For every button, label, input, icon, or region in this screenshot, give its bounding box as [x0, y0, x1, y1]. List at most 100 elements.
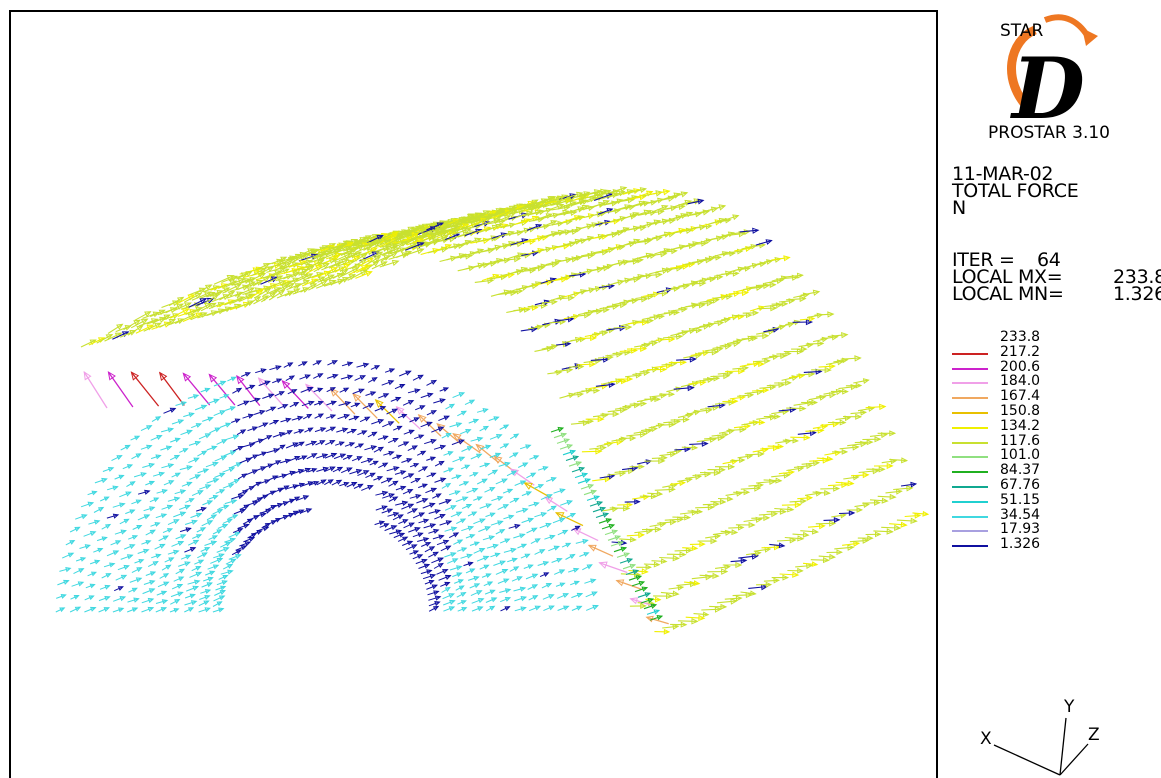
force-vector: [571, 525, 581, 531]
force-vector: [325, 414, 337, 419]
force-vector: [380, 251, 399, 262]
force-vector: [145, 571, 157, 577]
force-vector: [397, 413, 408, 419]
force-vector: [291, 254, 307, 264]
legend-swatch: [952, 382, 988, 385]
force-vector: [300, 283, 318, 293]
force-vector: [69, 526, 81, 533]
force-vector: [378, 393, 390, 399]
force-vector: [404, 242, 425, 251]
force-vector: [570, 289, 588, 296]
force-vector: [339, 274, 356, 283]
force-vector: [218, 575, 229, 580]
force-vector: [470, 436, 484, 442]
force-vector: [774, 506, 795, 513]
force-vector: [640, 597, 655, 604]
legend-value: 101.0: [1000, 447, 1041, 464]
z-axis-label: Z: [1088, 725, 1100, 745]
legend-row: 84.37: [952, 463, 1152, 478]
force-vector: [433, 444, 447, 450]
force-vector: [122, 464, 134, 470]
force-vector: [409, 462, 420, 468]
force-vector: [440, 581, 451, 587]
force-vector: [173, 511, 187, 518]
force-vector: [402, 400, 415, 406]
force-vector: [200, 589, 212, 594]
force-vector: [595, 512, 610, 519]
force-vector: [597, 354, 614, 361]
force-vector: [382, 231, 400, 241]
force-vector: [707, 402, 726, 409]
force-vector: [896, 517, 918, 525]
force-vector: [439, 387, 450, 392]
force-vector: [479, 462, 491, 468]
force-vector: [163, 407, 177, 414]
force-vector: [541, 299, 558, 306]
force-vector: [444, 552, 457, 558]
force-vector: [257, 451, 268, 457]
force-vector: [583, 489, 598, 496]
force-vector: [365, 472, 376, 479]
force-vector: [776, 537, 797, 544]
force-vector: [427, 590, 440, 596]
force-vector: [673, 384, 695, 392]
force-vector: [403, 429, 415, 435]
force-vector: [639, 493, 658, 500]
legend-value: 34.54: [1000, 506, 1041, 523]
graphics-viewport[interactable]: [9, 10, 938, 778]
force-vector: [238, 490, 249, 495]
force-vector: [502, 488, 514, 494]
force-vector: [210, 557, 224, 564]
force-vector: [791, 346, 808, 352]
force-vector: [379, 259, 400, 268]
force-vector: [140, 425, 153, 432]
force-vector: [820, 485, 841, 492]
legend-value: 1.326: [1000, 536, 1041, 553]
force-vector: [827, 481, 849, 489]
force-vector: [390, 396, 402, 402]
force-vector: [649, 313, 666, 320]
force-vector: [519, 444, 532, 450]
force-vector: [466, 487, 479, 494]
force-vector: [237, 473, 248, 480]
unit-label: N: [952, 197, 966, 219]
force-vector: [748, 583, 769, 591]
force-vector: [470, 453, 483, 460]
force-vector: [670, 416, 690, 423]
force-vector: [444, 228, 461, 237]
force-vector: [179, 504, 191, 510]
force-vector: [398, 237, 419, 248]
force-vector: [179, 448, 189, 453]
force-vector: [210, 283, 229, 291]
force-vector: [661, 248, 678, 255]
force-vector: [171, 540, 185, 547]
force-vector: [131, 453, 142, 460]
force-vector: [814, 311, 835, 318]
force-vector: [745, 451, 765, 458]
force-vector: [152, 471, 166, 477]
force-vector: [224, 537, 237, 543]
force-vector: [220, 569, 234, 575]
force-vector: [374, 405, 387, 412]
force-vector: [167, 496, 181, 502]
force-vector: [728, 289, 750, 297]
force-vector: [382, 493, 396, 499]
force-vector: [114, 529, 127, 535]
force-vector: [408, 527, 421, 533]
force-vector: [206, 445, 218, 451]
force-vector: [629, 603, 647, 609]
force-vector: [93, 547, 104, 553]
force-vector: [631, 580, 646, 587]
logo-product: PROSTAR 3.10: [988, 123, 1110, 143]
force-vector: [143, 506, 156, 512]
force-vector: [69, 606, 82, 613]
force-vector: [392, 514, 404, 521]
force-vector: [294, 482, 306, 488]
force-vector: [61, 552, 75, 559]
force-vector: [571, 605, 583, 611]
force-vector: [585, 591, 598, 598]
force-vector: [697, 537, 718, 545]
force-vector-plot: [55, 186, 930, 635]
force-vector: [176, 294, 196, 305]
force-vector: [363, 241, 382, 251]
